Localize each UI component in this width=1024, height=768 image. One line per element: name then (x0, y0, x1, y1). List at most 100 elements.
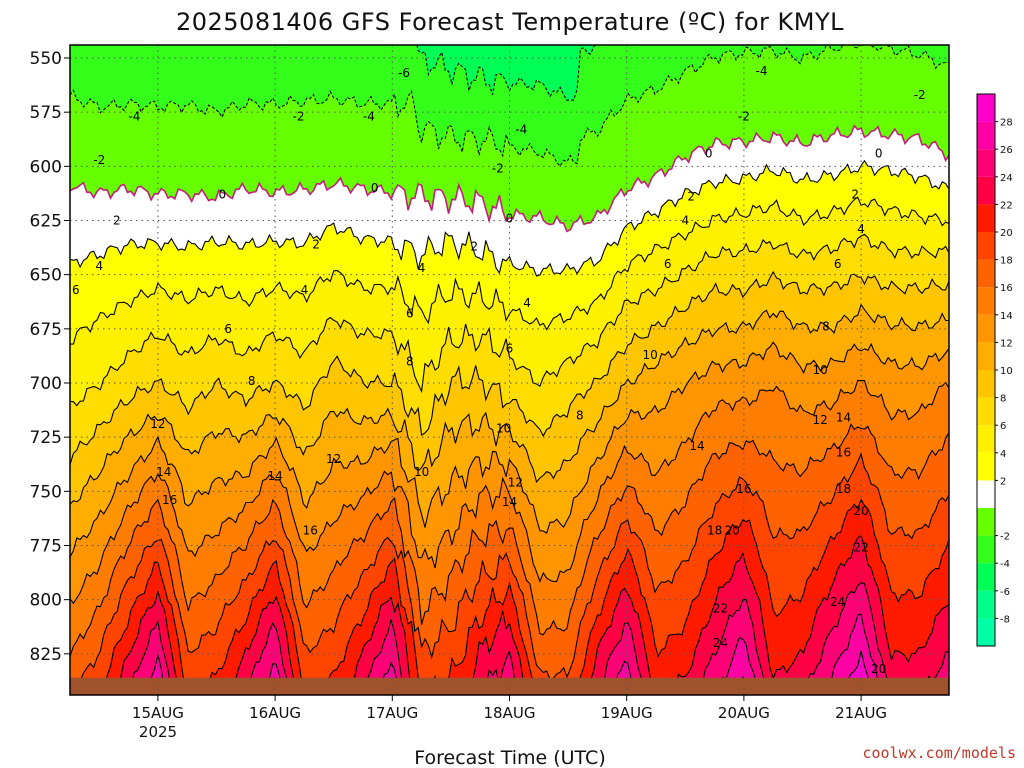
contour-label: 0 (506, 211, 514, 225)
colorbar-segment (977, 397, 995, 426)
contour-label: 2 (687, 190, 695, 204)
contour-label: 18 (707, 523, 722, 537)
isotherm-12 (70, 341, 949, 558)
colorbar-segment (977, 508, 995, 536)
isotherm-14 (70, 379, 949, 605)
x-tick-label: 20AUG (718, 704, 770, 722)
y-tick-label: 750 (30, 482, 62, 502)
colorbar-tick-label: 26 (1000, 145, 1013, 156)
contour-label: 22 (853, 541, 868, 555)
isotherm-20 (97, 498, 949, 695)
contour-label: -4 (128, 110, 140, 124)
y-tick-label: 550 (30, 49, 62, 69)
contour-label: -4 (515, 123, 527, 137)
x-tick-label: 19AUG (601, 704, 653, 722)
contour-label: -2 (293, 110, 305, 124)
contour-label: 4 (857, 222, 865, 236)
contour-label: 6 (664, 257, 672, 271)
contour-label: 16 (736, 482, 751, 496)
isotherm-0 (70, 124, 949, 233)
contour-label: 10 (496, 422, 511, 436)
colorbar-tick-label: 6 (1000, 421, 1006, 432)
colorbar-tick-label: 12 (1000, 338, 1013, 349)
x-tick-label: 15AUG (132, 704, 184, 722)
contour-label: 20 (853, 504, 868, 518)
contour-label: 6 (506, 341, 514, 355)
colorbar-segment (977, 121, 995, 150)
y-tick-label: 725 (30, 428, 62, 448)
colorbar-segment (977, 480, 995, 508)
contour-label: -2 (738, 110, 750, 124)
colorbar-tick-label: -6 (1000, 587, 1010, 598)
contour-label: 4 (418, 261, 426, 275)
colorbar-tick-label: 2 (1000, 476, 1006, 487)
colorbar-segment (977, 94, 995, 122)
colorbar-segment (977, 176, 995, 205)
isotherm--2 (70, 45, 949, 167)
contour-label: 0 (371, 181, 379, 195)
y-tick-label: 675 (30, 320, 62, 340)
contour-label: 20 (725, 523, 740, 537)
contour-label: 8 (576, 409, 584, 423)
contour-label: -6 (398, 66, 410, 80)
colorbar-tick-label: 22 (1000, 200, 1013, 211)
credit-text: coolwx.com/models (862, 744, 1016, 762)
contour-label: 14 (689, 439, 704, 453)
colorbar-tick-label: 4 (1000, 449, 1006, 460)
contour-label: 6 (406, 307, 414, 321)
contour-label: 4 (523, 296, 531, 310)
isotherm--4 (416, 45, 598, 101)
contour-label: 12 (812, 413, 827, 427)
colorbar-tick-label: -2 (1000, 532, 1010, 543)
contour-label: -2 (93, 153, 105, 167)
x-axis-label: Forecast Time (UTC) (414, 747, 605, 768)
contour-label: 12 (508, 476, 523, 490)
colorbar-segment (977, 342, 995, 370)
contour-label: 18 (836, 482, 851, 496)
contour-label: 22 (713, 601, 728, 615)
contour-label: 14 (267, 469, 282, 483)
x-axis: 15AUG 16AUG 17AUG 18AUG 19AUG 20AUG 21AUG (132, 695, 887, 722)
colorbar-tick-label: 20 (1000, 228, 1013, 239)
contour-label: 24 (830, 595, 845, 609)
contour-label: 10 (414, 465, 429, 479)
colorbar-segment (977, 425, 995, 453)
contour-label: 2 (113, 214, 121, 228)
colorbar-tick-label: 24 (1000, 173, 1013, 184)
contour-label: 14 (836, 411, 851, 425)
colorbar-segment (977, 590, 995, 619)
y-tick-label: 775 (30, 537, 62, 557)
x-tick-label: 17AUG (366, 704, 418, 722)
isotherm-6 (70, 233, 949, 407)
contour-label: 2 (471, 240, 479, 254)
contour-label: 14 (502, 495, 517, 509)
contour-label: 10 (812, 363, 827, 377)
contour-label: 2 (312, 237, 320, 251)
y-tick-label: 700 (30, 374, 62, 394)
y-tick-label: 800 (30, 591, 62, 611)
colorbar-segment (977, 370, 995, 398)
contour-label: -4 (363, 110, 375, 124)
colorbar-segment (977, 452, 995, 481)
contour-label: 24 (713, 636, 728, 650)
contour-label: 6 (72, 283, 80, 297)
contour-label: -2 (914, 88, 926, 102)
colorbar-segment (977, 232, 995, 260)
contour-label: 20 (871, 662, 886, 676)
colorbar-tick-label: 10 (1000, 366, 1013, 377)
x-year-label: 2025 (139, 723, 177, 741)
isotherm-16 (70, 423, 949, 657)
contour-label: 14 (156, 465, 171, 479)
colorbar-tick-label: 8 (1000, 394, 1006, 405)
contour-label: -4 (755, 64, 767, 78)
colorbar-segment (977, 563, 995, 591)
colorbar-segment (977, 618, 995, 646)
colorbar-tick-label: -4 (1000, 559, 1010, 570)
colorbar-segment (977, 535, 995, 564)
contour-label: 10 (642, 348, 657, 362)
colorbar: 28 26 24 22 20 18 16 14 12 10 8 6 4 2 -2 -4 -6 -8 (976, 93, 1013, 647)
contour-label: 16 (162, 493, 177, 507)
x-tick-label: 18AUG (484, 704, 536, 722)
